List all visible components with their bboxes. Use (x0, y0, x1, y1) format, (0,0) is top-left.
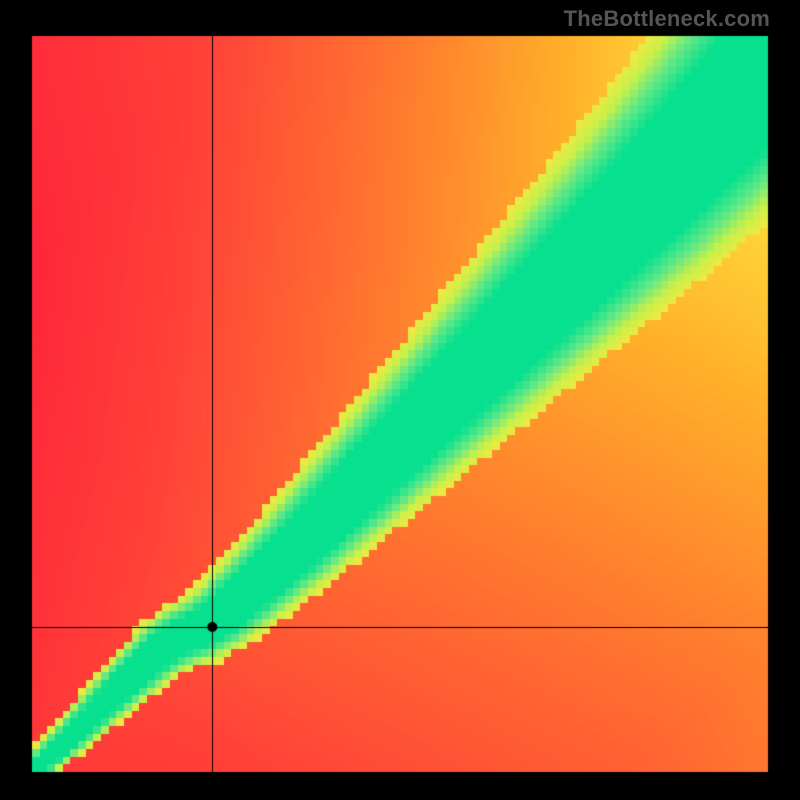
chart-container: TheBottleneck.com (0, 0, 800, 800)
heatmap-canvas (0, 0, 800, 800)
watermark-text: TheBottleneck.com (564, 6, 770, 32)
